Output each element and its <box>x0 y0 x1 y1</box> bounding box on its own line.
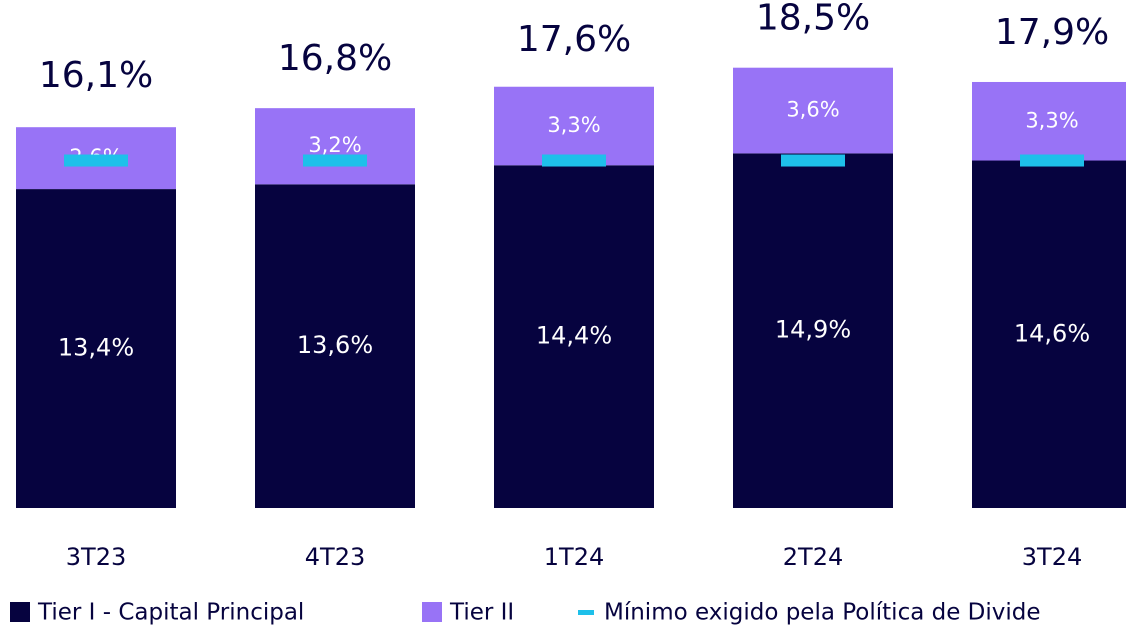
legend-swatch <box>578 610 594 615</box>
legend-label: Mínimo exigido pela Política de Divide <box>604 600 1041 626</box>
value-label: 3,3% <box>547 113 600 137</box>
minimum-marker <box>64 154 128 167</box>
bar-segment <box>972 81 1126 161</box>
legend-label: Tier I - Capital Principal <box>37 600 304 626</box>
value-label: 3,2% <box>308 133 361 157</box>
bar-segment <box>494 165 654 508</box>
bar-segment <box>16 189 176 508</box>
total-label: 17,6% <box>517 19 631 60</box>
bar-segment <box>494 86 654 166</box>
bar-segment <box>255 184 415 508</box>
x-tick-label: 3T24 <box>1022 543 1082 571</box>
minimum-marker <box>1020 154 1084 167</box>
minimum-marker <box>542 154 606 167</box>
value-label: 13,6% <box>297 331 373 359</box>
total-label: 18,5% <box>756 0 870 39</box>
x-tick-label: 2T24 <box>783 543 843 571</box>
total-label: 16,8% <box>278 38 392 79</box>
legend-swatch <box>10 602 30 622</box>
value-label: 3,6% <box>786 98 839 122</box>
value-label: 14,4% <box>536 322 612 350</box>
minimum-marker <box>781 154 845 167</box>
value-label: 3,3% <box>1025 108 1078 132</box>
legend-label: Tier II <box>449 600 514 626</box>
x-tick-label: 1T24 <box>544 543 604 571</box>
value-label: 14,9% <box>775 316 851 344</box>
x-tick-label: 4T23 <box>305 543 365 571</box>
total-label: 16,1% <box>39 55 153 96</box>
x-tick-label: 3T23 <box>66 543 126 571</box>
bar-segment <box>733 67 893 154</box>
bar-segment <box>255 108 415 185</box>
total-label: 17,9% <box>995 12 1109 53</box>
value-label: 13,4% <box>58 334 134 362</box>
minimum-marker <box>303 154 367 167</box>
legend-swatch <box>422 602 442 622</box>
value-label: 14,6% <box>1014 319 1090 347</box>
bar-segment <box>733 153 893 508</box>
bar-segment <box>972 160 1126 508</box>
